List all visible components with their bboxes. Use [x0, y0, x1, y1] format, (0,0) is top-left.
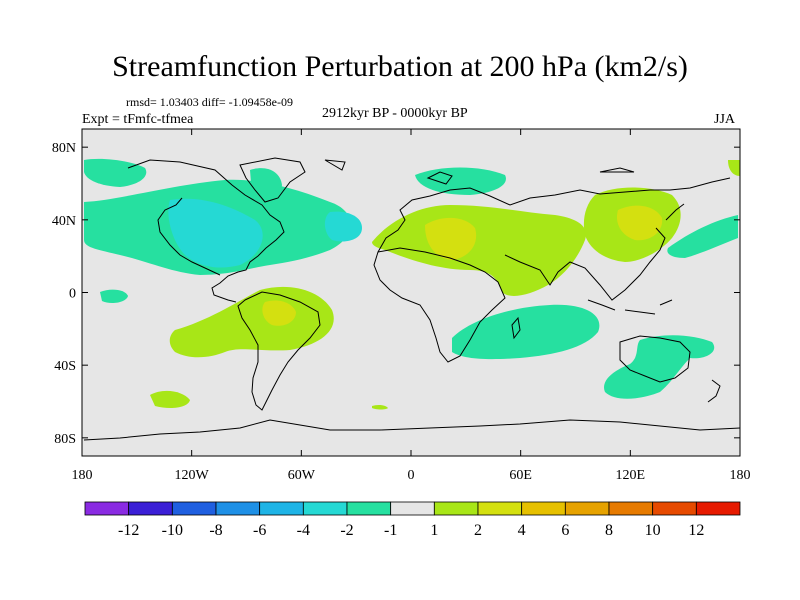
colorbar-label: 10	[645, 522, 661, 539]
colorbar-label: 4	[518, 522, 526, 539]
coast-madagascar	[511, 316, 521, 340]
y-tick-label: 40N	[52, 214, 76, 229]
x-tick-label: 120W	[175, 468, 210, 483]
x-tick-label: 60E	[509, 468, 532, 483]
colorbar-label: -6	[253, 522, 266, 539]
colorbar-swatch	[608, 501, 654, 516]
y-axis: 80N 40N 0 40S 80S	[52, 141, 740, 447]
anomaly-arctic-west	[84, 158, 147, 187]
map-background	[82, 129, 740, 456]
colorbar-swatch	[346, 501, 392, 516]
colorbar-label: 2	[474, 522, 482, 539]
coast-north-america	[127, 159, 285, 303]
coast-new-zealand	[707, 379, 721, 403]
anomaly-na-cyan	[168, 198, 263, 268]
anomaly-south-pacific	[150, 390, 190, 408]
colorbar-label: -2	[340, 522, 353, 539]
coast-japan	[665, 203, 685, 221]
x-tick-label: 180	[730, 468, 751, 483]
coast-europe	[377, 177, 731, 253]
x-tick-label: 120E	[616, 468, 646, 483]
y-tick-label: 40S	[54, 359, 76, 374]
colorbar-swatch	[215, 501, 261, 516]
colorbar-label: 6	[561, 522, 569, 539]
anomaly-sa-yellow	[262, 300, 296, 326]
anomaly-australia	[604, 335, 715, 399]
colorbar-swatch	[695, 501, 741, 516]
colorbar-label: 1	[430, 522, 438, 539]
anomaly-na-east	[324, 211, 362, 242]
coastlines	[83, 157, 741, 441]
colorbar-swatch	[433, 501, 479, 516]
anomaly-nw-pacific	[667, 215, 738, 258]
anomaly-asia-yellow	[616, 205, 663, 241]
colorbar-swatch	[564, 501, 610, 516]
anomaly-fields	[84, 158, 740, 410]
colorbar-label: 12	[688, 522, 704, 539]
colorbar-swatch	[652, 501, 697, 516]
y-tick-label: 0	[69, 287, 76, 302]
colorbar-label: 8	[605, 522, 613, 539]
anomaly-pacific-equator	[100, 289, 128, 304]
coast-greenland	[239, 157, 306, 203]
experiment-label: Expt = tFmfc-tfmea	[82, 112, 194, 127]
colorbar-label: -8	[209, 522, 222, 539]
period-label: 2912kyr BP - 0000kyr BP	[322, 106, 468, 121]
anomaly-greenland	[250, 168, 282, 201]
colorbar-swatch	[128, 501, 173, 516]
coast-arctic-islands	[324, 159, 635, 185]
stats-label: rmsd= 1.03403 diff= -1.09458e-09	[126, 95, 293, 109]
colorbar-swatch	[521, 501, 566, 516]
anomaly-eurasia-yellow	[425, 217, 477, 260]
coast-australia	[619, 335, 691, 383]
anomaly-sa-green	[169, 286, 334, 358]
x-tick-label: 0	[408, 468, 415, 483]
coast-south-asia	[504, 227, 666, 301]
anomaly-arctic-europe	[415, 167, 506, 195]
colorbar: -12 -10 -8 -6 -4 -2 -1 1 2 4 6 8 10 12	[84, 501, 741, 539]
anomaly-small-atlantic	[372, 404, 388, 410]
colorbar-swatch	[477, 501, 523, 516]
x-axis: 180 120W 60W 0 60E 120E 180	[72, 129, 751, 483]
colorbar-swatch	[171, 501, 217, 516]
colorbar-swatch	[390, 501, 435, 516]
anomaly-arctic-east	[728, 160, 740, 176]
colorbar-swatch	[259, 501, 304, 516]
coast-indonesia	[587, 299, 673, 315]
coast-south-america	[237, 291, 321, 411]
colorbar-label: -4	[297, 522, 310, 539]
colorbar-swatch	[84, 501, 130, 516]
colorbar-label: -12	[118, 522, 139, 539]
coast-antarctica	[83, 419, 741, 441]
coast-africa	[373, 247, 506, 363]
colorbar-swatch	[302, 501, 348, 516]
colorbar-label: -1	[384, 522, 397, 539]
colorbar-label: -10	[162, 522, 183, 539]
chart-title: Streamfunction Perturbation at 200 hPa (…	[112, 50, 688, 83]
x-tick-label: 180	[72, 468, 93, 483]
y-tick-label: 80S	[54, 432, 76, 447]
anomaly-south-africa	[452, 304, 600, 360]
y-tick-label: 80N	[52, 141, 76, 156]
season-label: JJA	[714, 112, 736, 127]
x-tick-label: 60W	[288, 468, 316, 483]
